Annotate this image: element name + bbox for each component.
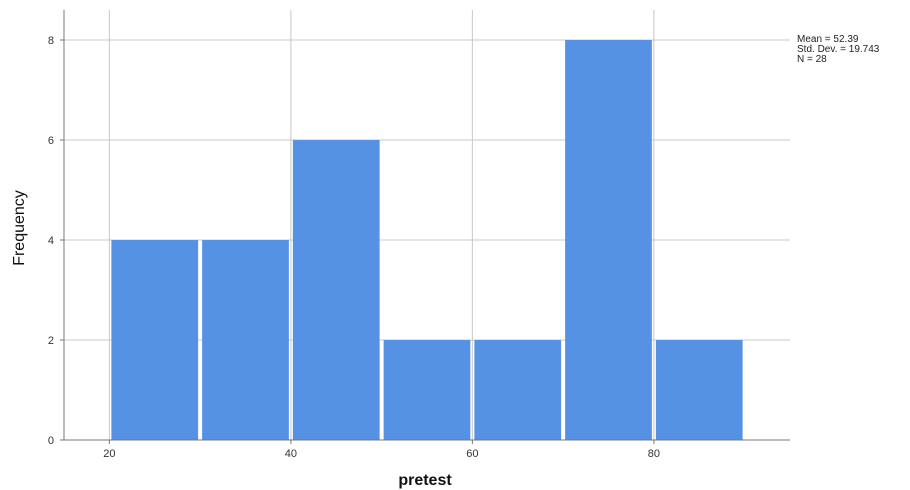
stats-box: Mean = 52.39 Std. Dev. = 19.743 N = 28 (797, 34, 880, 65)
histogram-bar-6 (565, 40, 652, 440)
n-label: N = 28 (797, 54, 827, 65)
histogram-bar-4 (383, 340, 471, 440)
x-tick-label-60: 60 (466, 448, 478, 460)
y-tick-label-2: 2 (48, 335, 54, 347)
histogram-bar-7 (655, 340, 743, 440)
y-tick-label-8: 8 (48, 35, 54, 47)
histogram-bar-1 (111, 240, 199, 440)
std-dev-label: Std. Dev. = 19.743 (797, 44, 880, 55)
x-tick-label-20: 20 (103, 448, 115, 460)
histogram-bar-3 (292, 140, 380, 440)
histogram-bar-5 (474, 340, 562, 440)
histogram-bar-2 (202, 240, 289, 440)
y-axis-title: Frequency (11, 190, 28, 266)
mean-label: Mean = 52.39 (797, 34, 859, 45)
x-axis-title: pretest (398, 472, 452, 489)
label-layer: 0 2 4 6 8 20 40 60 80 (48, 35, 660, 460)
x-tick-label-40: 40 (285, 448, 297, 460)
y-tick-label-4: 4 (48, 235, 54, 247)
bar-layer (111, 40, 743, 440)
y-tick-label-0: 0 (48, 435, 54, 447)
y-tick-label-6: 6 (48, 135, 54, 147)
x-tick-label-80: 80 (648, 448, 660, 460)
axis-layer (60, 10, 790, 444)
